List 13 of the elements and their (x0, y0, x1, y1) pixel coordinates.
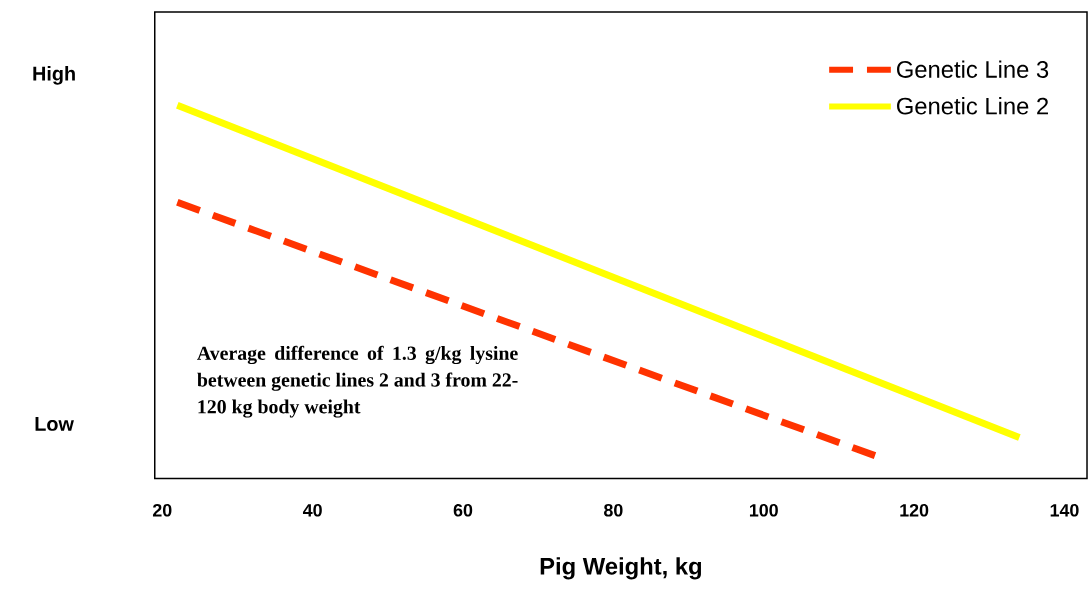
x-tick-label: 120 (900, 503, 929, 517)
x-tick-label: 60 (453, 503, 473, 517)
x-tick-label: 140 (1050, 503, 1079, 517)
annotation: Average difference of 1.3 g/kg lysine between genetic lines 2 and 3 from 22-120 kg body weight (197, 345, 518, 418)
x-tick-label: 40 (302, 503, 322, 517)
x-tick-label: 100 (749, 503, 778, 517)
text: Low (35, 417, 74, 431)
x-tick-label: 20 (152, 503, 172, 517)
text: High (33, 66, 75, 85)
legend-label: Genetic Line 2 (897, 97, 1048, 115)
x-axis-title: Pig Weight, kg (540, 557, 702, 580)
x-tick-label: 80 (604, 503, 623, 517)
legend-label: Genetic Line 3 (897, 60, 1049, 78)
